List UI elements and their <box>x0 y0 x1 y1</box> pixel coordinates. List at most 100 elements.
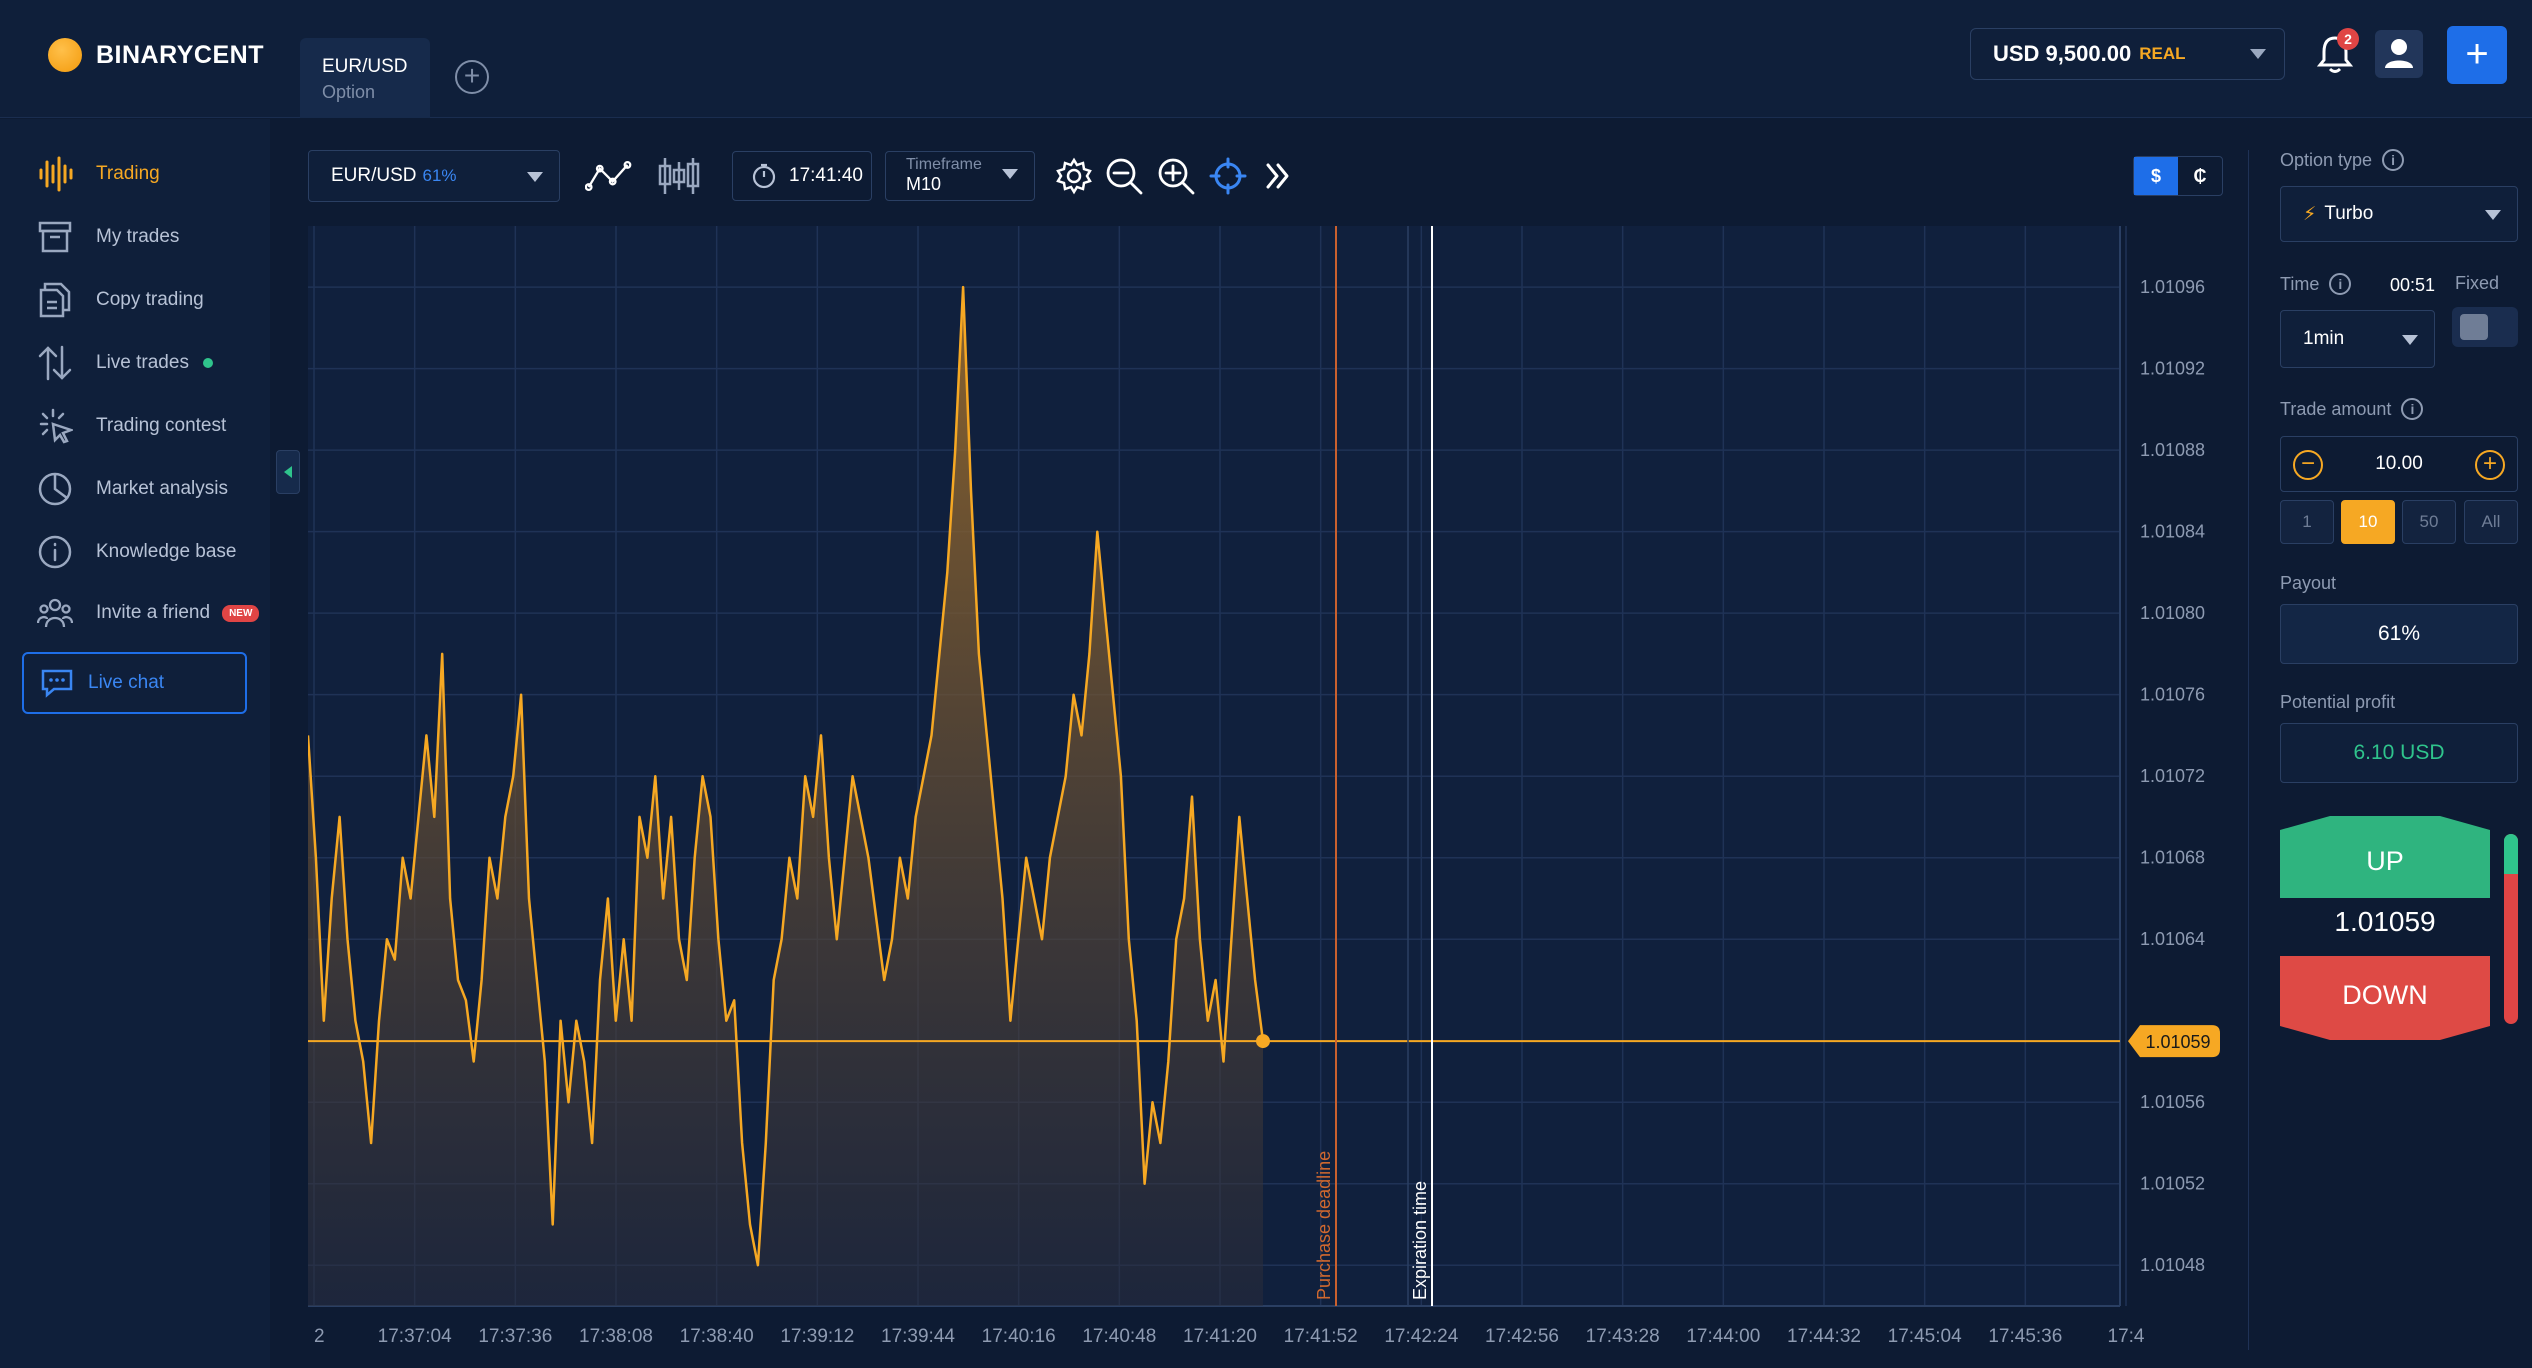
expiration-time-label: Expiration time <box>1410 1181 1430 1300</box>
brand-logo[interactable]: BINARYCENT <box>48 38 264 72</box>
archive-box-icon <box>36 218 74 256</box>
info-icon[interactable]: i <box>2401 398 2424 420</box>
down-button-label: DOWN <box>2342 980 2428 1010</box>
fixed-toggle[interactable] <box>2452 307 2518 347</box>
currency-usd-option[interactable]: $ <box>2134 157 2178 195</box>
top-header: BINARYCENT EUR/USD Option + USD 9,500.00… <box>0 0 2532 118</box>
currency-alt-option[interactable]: ₵ <box>2193 166 2207 186</box>
x-tick-label: 17:45:04 <box>1888 1326 1962 1347</box>
sidebar-item-trading-contest[interactable]: Trading contest <box>36 406 226 446</box>
price-line <box>308 285 1265 1267</box>
x-tick-label: 17:42:24 <box>1384 1326 1458 1347</box>
x-tick-label: 17:42:56 <box>1485 1326 1559 1347</box>
current-price-tag <box>2128 1025 2220 1058</box>
down-button[interactable]: DOWN <box>2280 956 2490 1040</box>
y-tick-label: 1.01096 <box>2140 277 2205 297</box>
deposit-plus-button[interactable]: + <box>2447 26 2507 84</box>
currency-toggle[interactable]: $ ₵ <box>2133 156 2223 196</box>
time-value: 1min <box>2303 328 2345 349</box>
balance-selector[interactable]: USD 9,500.00 REAL <box>1970 28 2285 80</box>
sidebar-item-label: Trading contest <box>96 415 227 436</box>
option-type-select[interactable]: ⚡ Turbo <box>2280 186 2518 242</box>
y-tick-label: 1.01088 <box>2140 440 2205 460</box>
line-chart-type-icon[interactable] <box>585 152 633 200</box>
current-price-tag-label: 1.01059 <box>2145 1032 2210 1052</box>
asset-tab-eurusd[interactable]: EUR/USD Option <box>300 38 430 118</box>
candlestick-chart-type-icon[interactable] <box>655 152 703 200</box>
live-chat-label: Live chat <box>88 672 165 693</box>
sidebar-item-invite-friend[interactable]: Invite a friend NEW <box>36 593 260 633</box>
live-chat-button[interactable]: Live chat <box>22 652 247 714</box>
sidebar-item-label: Live trades <box>96 352 189 373</box>
chevron-down-icon <box>2402 335 2418 345</box>
asset-selector-name: EUR/USD <box>331 165 417 186</box>
x-tick-label: 17:44:32 <box>1787 1326 1861 1347</box>
y-tick-label: 1.01064 <box>2140 929 2205 949</box>
fixed-toggle-knob <box>2460 314 2488 340</box>
preset-amount-all[interactable]: All <box>2464 500 2518 544</box>
y-tick-label: 1.01052 <box>2140 1174 2205 1194</box>
price-area-fill <box>308 287 1263 1307</box>
chevron-down-icon <box>2250 49 2266 59</box>
notifications-bell-icon[interactable]: 2 <box>2315 28 2359 76</box>
sidebar-item-my-trades[interactable]: My trades <box>36 217 179 257</box>
zoom-in-icon[interactable] <box>1152 152 1200 200</box>
info-icon[interactable]: i <box>2382 149 2405 171</box>
plus-circle-icon[interactable]: + <box>2475 450 2505 480</box>
new-badge: NEW <box>222 604 260 622</box>
sidebar-item-copy-trading[interactable]: Copy trading <box>36 280 204 320</box>
trade-amount-value[interactable]: 10.00 <box>2375 453 2423 474</box>
sidebar-item-knowledge-base[interactable]: Knowledge base <box>36 532 237 572</box>
settings-gear-icon[interactable] <box>1050 152 1098 200</box>
y-tick-label: 1.01068 <box>2140 848 2205 868</box>
sidebar-item-market-analysis[interactable]: Market analysis <box>36 469 228 509</box>
panel-divider <box>2248 150 2249 1350</box>
sidebar-item-label: Knowledge base <box>96 541 237 562</box>
time-countdown: 00:51 <box>2390 275 2436 295</box>
zoom-out-icon[interactable] <box>1100 152 1148 200</box>
x-tick-label: 17:37:36 <box>478 1326 552 1347</box>
timeframe-selector[interactable]: Timeframe M10 <box>885 151 1035 201</box>
payout-label: Payout <box>2280 573 2337 593</box>
copy-documents-icon <box>36 281 74 319</box>
add-tab-plus-icon[interactable]: + <box>455 60 489 94</box>
y-tick-label: 1.01080 <box>2140 603 2205 623</box>
sidebar-item-live-trades[interactable]: Live trades <box>36 343 213 383</box>
user-profile-button[interactable] <box>2375 30 2423 78</box>
y-tick-label: 1.01092 <box>2140 359 2205 379</box>
up-button[interactable]: UP <box>2280 816 2490 898</box>
minus-circle-icon[interactable]: − <box>2293 450 2323 480</box>
asset-tab-type: Option <box>322 82 376 102</box>
price-chart[interactable]: 2 17:37:04 17:37:36 17:38:08 17:38:40 17:39:1… <box>308 226 2224 1354</box>
x-tick-label: 17:39:44 <box>881 1326 955 1347</box>
trade-amount-input[interactable]: − 10.00 + <box>2280 436 2518 492</box>
up-down-arrows-icon <box>36 344 74 382</box>
x-tick-label: 17:44:00 <box>1686 1326 1760 1347</box>
timeframe-label: Timeframe <box>906 156 982 173</box>
pie-chart-icon <box>36 470 74 508</box>
crosshair-icon[interactable] <box>1204 152 1252 200</box>
purchase-deadline-label: Purchase deadline <box>1314 1151 1334 1300</box>
time-select[interactable]: 1min <box>2280 310 2435 368</box>
sidebar-item-label: Copy trading <box>96 289 204 310</box>
sidebar-collapse-toggle[interactable] <box>276 450 300 494</box>
asset-selector[interactable]: EUR/USD 61% <box>308 150 560 202</box>
y-tick-label: 1.01076 <box>2140 685 2205 705</box>
sentiment-meter <box>2504 834 2518 1024</box>
preset-amount-50[interactable]: 50 <box>2402 500 2456 544</box>
sidebar-item-label: Market analysis <box>96 478 228 499</box>
info-icon[interactable]: i <box>2329 273 2352 295</box>
time-label: Time <box>2280 273 2320 294</box>
timeframe-value: M10 <box>906 174 942 194</box>
preset-amount-10[interactable]: 10 <box>2341 500 2395 544</box>
sidebar-item-trading[interactable]: Trading <box>36 154 160 194</box>
double-chevron-right-icon[interactable] <box>1254 152 1302 200</box>
potential-profit-value: 6.10 USD <box>2280 723 2518 783</box>
x-tick-label: 17:38:08 <box>579 1326 653 1347</box>
sidebar-item-label: Invite a friend <box>96 602 211 623</box>
x-tick-label: 17:40:16 <box>982 1326 1056 1347</box>
preset-amount-1[interactable]: 1 <box>2280 500 2334 544</box>
up-button-shape <box>2280 816 2490 898</box>
trading-waveform-icon <box>36 155 74 193</box>
option-type-label-row: Option type i <box>2280 149 2405 171</box>
